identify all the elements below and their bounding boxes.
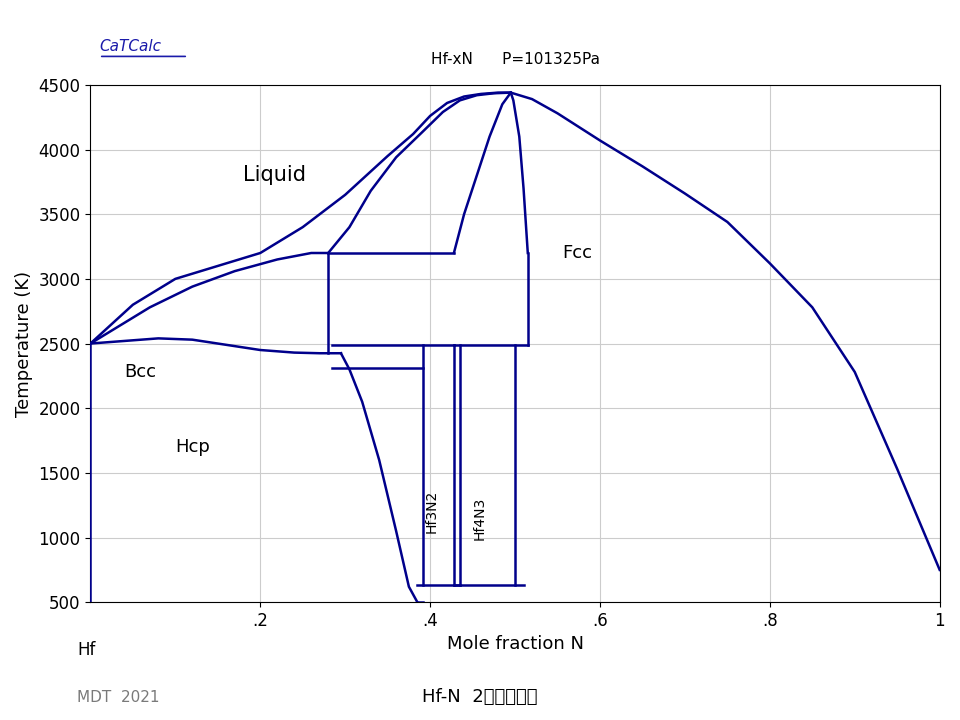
Text: Bcc: Bcc xyxy=(125,363,156,381)
Text: Hf4N3: Hf4N3 xyxy=(472,497,487,540)
Text: Hf: Hf xyxy=(77,641,95,659)
Text: Hf-N  2元系状態図: Hf-N 2元系状態図 xyxy=(422,688,538,706)
Text: Hf3N2: Hf3N2 xyxy=(425,490,439,534)
Text: Hf-xN      P=101325Pa: Hf-xN P=101325Pa xyxy=(430,52,600,67)
Text: CaTCalc: CaTCalc xyxy=(99,39,161,54)
Text: Hcp: Hcp xyxy=(176,438,210,456)
Text: Fcc: Fcc xyxy=(562,244,591,262)
Y-axis label: Temperature (K): Temperature (K) xyxy=(15,271,33,417)
Text: Liquid: Liquid xyxy=(243,166,306,186)
Text: MDT  2021: MDT 2021 xyxy=(77,690,159,705)
X-axis label: Mole fraction N: Mole fraction N xyxy=(446,636,584,654)
